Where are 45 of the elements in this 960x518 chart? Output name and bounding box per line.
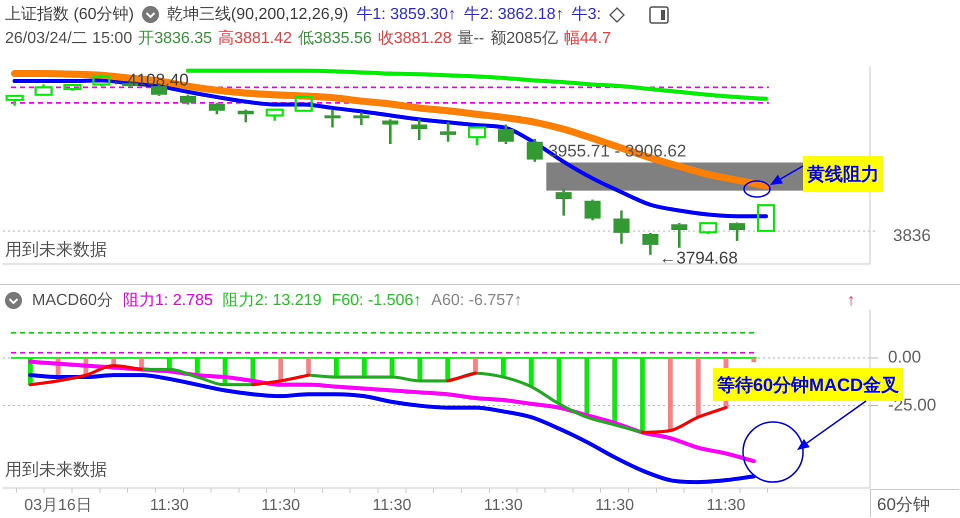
candlestick [671, 222, 688, 249]
x-tick-label: 11:30 [595, 496, 634, 514]
text: 幅44.7 [564, 29, 611, 49]
text: 26/03/24/二 15:00 [5, 29, 132, 49]
chart-subtitle: 乾坤三线(90,200,12,26,9) [166, 4, 348, 25]
text: ↑ [847, 292, 855, 310]
x-tick-label: 03月16日 [24, 496, 92, 514]
text: A60: -6.757↑ [431, 292, 522, 310]
candlestick [642, 232, 658, 256]
candlestick [440, 121, 456, 143]
candlestick [613, 209, 630, 245]
text: 60分钟 [870, 489, 959, 517]
x-tick-label: 11:30 [706, 496, 746, 514]
text: 收3881.28 [378, 29, 452, 49]
candlestick [584, 198, 601, 222]
text: 牛1: 3859.30↑ [356, 4, 456, 25]
x-tick-label: 11:30 [261, 496, 300, 514]
text: 低3835.56 [298, 29, 372, 49]
candlestick [556, 187, 572, 217]
annotation: 用到未来数据 [5, 239, 107, 261]
candlestick [382, 118, 398, 146]
text: 黄线阻力 [803, 156, 883, 192]
candlestick [498, 123, 514, 146]
text: 牛2: 3862.18↑ [464, 4, 564, 25]
text: 量-- [458, 29, 484, 49]
x-tick-label: 11:30 [372, 496, 412, 514]
y-tick-label: 0.00 [888, 348, 922, 367]
text: 阻力1: 2.785 [122, 290, 213, 311]
chart-title: 上证指数 (60分钟) [5, 4, 134, 25]
text: 高3881.42 [218, 28, 292, 49]
text: 牛3: [572, 4, 601, 25]
text: MACD60分 [32, 291, 113, 311]
annotation: 等待60分钟MACD金叉 [717, 374, 900, 394]
x-tick-label: 11:30 [484, 496, 523, 514]
candlestick [180, 94, 196, 106]
annotation: 用到未来数据 [5, 459, 107, 481]
text: 开3836.35 [138, 29, 212, 49]
candlestick [526, 138, 543, 164]
x-tick-label: 11:30 [150, 496, 189, 514]
text: 3836 [893, 226, 931, 246]
text: 额2085亿 [490, 28, 558, 49]
text: F60: -1.506↑ [331, 292, 422, 310]
candlestick [411, 118, 428, 142]
annotation: ←3794.68 [659, 248, 738, 268]
text: 阻力2: 13.219 [222, 290, 322, 311]
